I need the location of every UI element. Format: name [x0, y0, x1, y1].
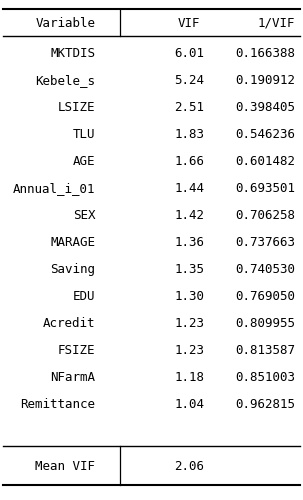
Text: 0.693501: 0.693501	[235, 182, 295, 195]
Text: SEX: SEX	[73, 209, 95, 222]
Text: 0.546236: 0.546236	[235, 128, 295, 141]
Text: LSIZE: LSIZE	[58, 101, 95, 114]
Text: 1.35: 1.35	[174, 263, 205, 276]
Text: 1/VIF: 1/VIF	[258, 17, 295, 30]
Text: 0.398405: 0.398405	[235, 101, 295, 114]
Text: 0.851003: 0.851003	[235, 371, 295, 384]
Text: 1.83: 1.83	[174, 128, 205, 141]
Text: 1.42: 1.42	[174, 209, 205, 222]
Text: TLU: TLU	[73, 128, 95, 141]
Text: Annual_i_01: Annual_i_01	[13, 182, 95, 195]
Text: 1.44: 1.44	[174, 182, 205, 195]
Text: 0.740530: 0.740530	[235, 263, 295, 276]
Text: 1.04: 1.04	[174, 398, 205, 411]
Text: AGE: AGE	[73, 155, 95, 168]
Text: 0.769050: 0.769050	[235, 290, 295, 303]
Text: 0.166388: 0.166388	[235, 47, 295, 60]
Text: 1.66: 1.66	[174, 155, 205, 168]
Text: 1.36: 1.36	[174, 236, 205, 249]
Text: FSIZE: FSIZE	[58, 344, 95, 357]
Text: MARAGE: MARAGE	[50, 236, 95, 249]
Text: 2.06: 2.06	[174, 460, 205, 472]
Text: NFarmA: NFarmA	[50, 371, 95, 384]
Text: Mean VIF: Mean VIF	[35, 460, 95, 472]
Text: 0.601482: 0.601482	[235, 155, 295, 168]
Text: 0.962815: 0.962815	[235, 398, 295, 411]
Text: VIF: VIF	[178, 17, 201, 30]
Text: 0.737663: 0.737663	[235, 236, 295, 249]
Text: 5.24: 5.24	[174, 74, 205, 87]
Text: 0.190912: 0.190912	[235, 74, 295, 87]
Text: 6.01: 6.01	[174, 47, 205, 60]
Text: Saving: Saving	[50, 263, 95, 276]
Text: 0.809955: 0.809955	[235, 317, 295, 330]
Text: Variable: Variable	[35, 17, 95, 30]
Text: 0.706258: 0.706258	[235, 209, 295, 222]
Text: EDU: EDU	[73, 290, 95, 303]
Text: MKTDIS: MKTDIS	[50, 47, 95, 60]
Text: Acredit: Acredit	[43, 317, 95, 330]
Text: 0.813587: 0.813587	[235, 344, 295, 357]
Text: 1.23: 1.23	[174, 344, 205, 357]
Text: 1.18: 1.18	[174, 371, 205, 384]
Text: 2.51: 2.51	[174, 101, 205, 114]
Text: Remittance: Remittance	[20, 398, 95, 411]
Text: 1.30: 1.30	[174, 290, 205, 303]
Text: Kebele_s: Kebele_s	[35, 74, 95, 87]
Text: 1.23: 1.23	[174, 317, 205, 330]
